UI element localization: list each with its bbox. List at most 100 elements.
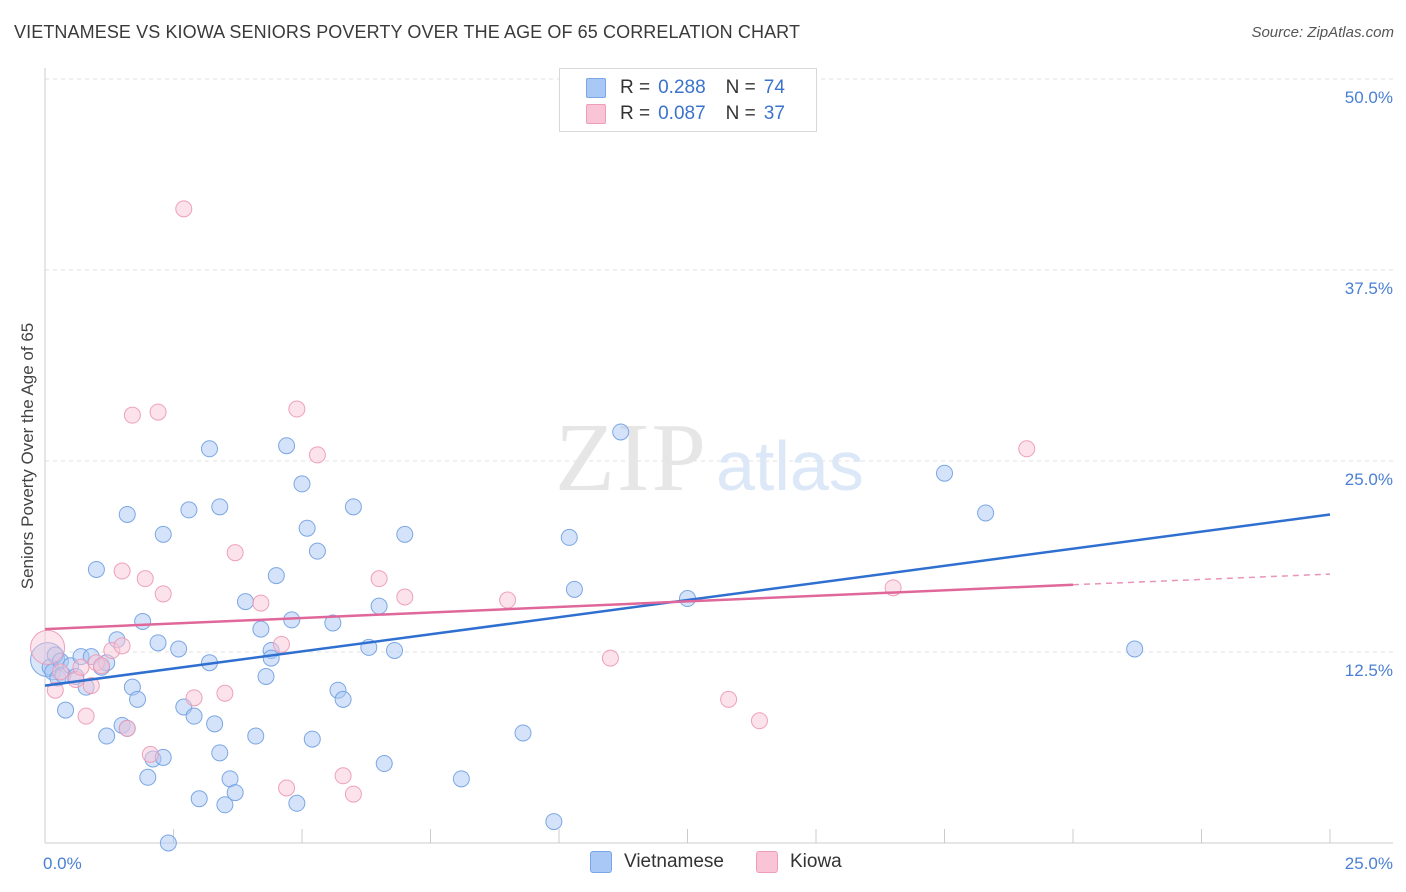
y-tick-label: 12.5% <box>1345 661 1393 680</box>
y-tick-labels: 12.5% 25.0% 37.5% 50.0% <box>1345 88 1393 680</box>
point-kiowa <box>720 690 738 708</box>
series-legend: Vietnamese Kiowa <box>590 851 874 873</box>
point-vietnamese <box>211 498 229 516</box>
point-vietnamese <box>206 715 224 733</box>
point-kiowa <box>216 684 234 702</box>
grid-lines <box>45 78 1393 653</box>
point-kiowa <box>136 570 154 588</box>
point-vietnamese <box>344 498 362 516</box>
legend-r-label: R = <box>620 77 651 98</box>
watermark-atlas: atlas <box>716 427 864 505</box>
legend-swatch-vietnamese <box>586 78 606 98</box>
point-kiowa <box>93 657 111 675</box>
point-kiowa <box>141 745 159 763</box>
point-vietnamese <box>159 834 177 852</box>
point-vietnamese <box>170 640 188 658</box>
series-swatch-vietnamese <box>590 851 612 873</box>
point-kiowa <box>113 562 131 580</box>
series-legend-vietnamese: Vietnamese <box>590 851 724 873</box>
point-vietnamese <box>154 525 172 543</box>
point-kiowa <box>72 658 90 676</box>
point-vietnamese <box>452 770 470 788</box>
point-kiowa <box>344 785 362 803</box>
point-vietnamese <box>211 744 229 762</box>
point-kiowa <box>1018 440 1036 458</box>
point-vietnamese <box>308 542 326 560</box>
point-vietnamese <box>370 597 388 615</box>
point-vietnamese <box>278 437 296 455</box>
point-vietnamese <box>977 504 995 522</box>
point-vietnamese <box>1126 640 1144 658</box>
point-kiowa <box>118 719 136 737</box>
legend-n-label: N = <box>725 103 756 124</box>
point-vietnamese <box>612 423 630 441</box>
legend-r-label: R = <box>620 103 651 124</box>
series-label-vietnamese: Vietnamese <box>624 851 724 872</box>
point-kiowa <box>499 591 517 609</box>
point-vietnamese <box>247 727 265 745</box>
point-kiowa <box>750 712 768 730</box>
point-vietnamese <box>303 730 321 748</box>
series-label-kiowa: Kiowa <box>790 851 842 872</box>
y-tick-label: 50.0% <box>1345 88 1393 107</box>
point-vietnamese <box>375 755 393 773</box>
point-kiowa <box>370 570 388 588</box>
point-kiowa <box>601 649 619 667</box>
x-tick-label: 25.0% <box>1345 854 1393 873</box>
legend-r-value: 0.288 <box>658 77 706 98</box>
x-tick-labels: 0.0% 25.0% <box>43 854 1393 873</box>
trend-line-vietnamese <box>44 513 1331 687</box>
watermark: ZIP atlas <box>555 404 864 512</box>
point-vietnamese <box>200 440 218 458</box>
chart-title: VIETNAMESE VS KIOWA SENIORS POVERTY OVER… <box>14 22 801 42</box>
point-vietnamese <box>267 567 285 585</box>
point-vietnamese <box>560 528 578 546</box>
point-vietnamese <box>118 505 136 523</box>
point-vietnamese <box>257 667 275 685</box>
point-vietnamese <box>134 612 152 630</box>
legend-n-value: 74 <box>763 77 785 98</box>
point-kiowa <box>113 637 131 655</box>
point-kiowa <box>252 594 270 612</box>
trend-lines <box>44 513 1331 687</box>
point-kiowa <box>77 707 95 725</box>
source-label: Source: ZipAtlas.com <box>1251 24 1394 41</box>
point-vietnamese <box>98 727 116 745</box>
watermark-zip: ZIP <box>555 404 708 512</box>
point-vietnamese <box>129 690 147 708</box>
point-vietnamese <box>185 707 203 725</box>
series-legend-kiowa: Kiowa <box>756 851 842 873</box>
point-vietnamese <box>936 464 953 482</box>
point-kiowa <box>154 585 172 603</box>
point-kiowa <box>226 544 244 562</box>
point-kiowa <box>396 588 414 606</box>
point-vietnamese <box>57 701 75 719</box>
point-vietnamese <box>236 593 254 611</box>
point-kiowa <box>82 677 100 695</box>
point-vietnamese <box>262 649 280 667</box>
legend-swatch-kiowa <box>586 104 606 124</box>
point-kiowa <box>30 629 66 665</box>
point-vietnamese <box>386 641 404 659</box>
point-kiowa <box>149 403 167 421</box>
y-tick-label: 37.5% <box>1345 279 1393 298</box>
point-vietnamese <box>545 813 563 831</box>
point-kiowa <box>278 779 296 797</box>
trend-line-kiowa <box>44 583 1074 631</box>
point-vietnamese <box>216 796 234 814</box>
legend-row-kiowa: R = 0.087 N = 37 <box>586 103 785 125</box>
point-kiowa <box>46 681 64 699</box>
point-vietnamese <box>293 475 311 493</box>
correlation-legend: R = 0.288 N = 74 R = 0.087 N = 37 <box>559 68 817 132</box>
point-kiowa <box>175 200 193 218</box>
series-swatch-kiowa <box>756 851 778 873</box>
point-vietnamese <box>190 790 208 808</box>
point-kiowa <box>185 689 203 707</box>
point-vietnamese <box>334 690 352 708</box>
point-kiowa <box>123 406 141 424</box>
point-kiowa <box>51 663 69 681</box>
point-vietnamese <box>180 501 198 519</box>
y-tick-label: 25.0% <box>1345 470 1393 489</box>
legend-n-value: 37 <box>763 103 785 124</box>
